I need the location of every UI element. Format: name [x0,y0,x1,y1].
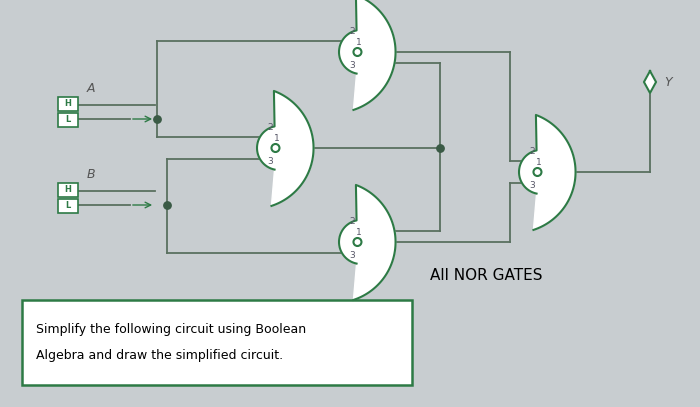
Polygon shape [257,91,314,206]
Text: 3: 3 [349,252,355,260]
Bar [58,113,78,127]
Text: 1: 1 [274,134,279,143]
Bar [58,199,78,213]
Point [151,116,162,122]
Point [435,145,446,151]
Text: Algebra and draw the simplified circuit.: Algebra and draw the simplified circuit. [36,348,283,361]
Text: All NOR GATES: All NOR GATES [430,267,542,282]
Point [162,202,173,208]
Text: Simplify the following circuit using Boolean: Simplify the following circuit using Boo… [36,324,306,337]
Text: B: B [87,168,96,182]
Text: L: L [65,201,71,210]
Text: 1: 1 [356,38,361,47]
Text: 2: 2 [349,26,355,35]
Polygon shape [644,71,656,93]
Bar [22,300,412,385]
Text: 1: 1 [536,158,541,167]
Text: 3: 3 [267,158,272,166]
Text: Y: Y [664,76,671,88]
Text: 3: 3 [528,182,535,190]
Bar [58,97,78,111]
Text: 1: 1 [356,228,361,237]
Polygon shape [339,185,396,300]
Text: 2: 2 [349,217,355,225]
Text: A: A [87,81,95,94]
Text: 2: 2 [529,147,535,155]
Bar [58,183,78,197]
Text: H: H [64,186,71,195]
Polygon shape [519,115,575,230]
Text: 2: 2 [267,123,272,131]
Text: 3: 3 [349,61,355,70]
Text: L: L [65,116,71,125]
Polygon shape [339,0,396,110]
Text: H: H [64,99,71,109]
